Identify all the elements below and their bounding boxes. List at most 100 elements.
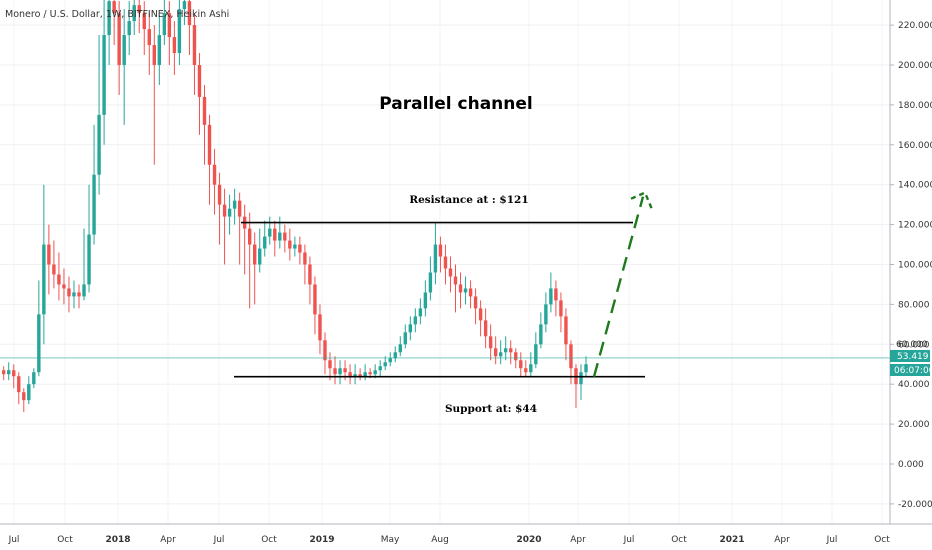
candle-body xyxy=(463,288,468,293)
candle-body xyxy=(212,164,217,185)
candle-body xyxy=(524,368,528,373)
last-price-badge xyxy=(890,350,930,362)
y-tick-label: 80.000 xyxy=(898,300,930,310)
candle-body xyxy=(202,96,207,125)
countdown-badge xyxy=(890,364,930,376)
candle-body xyxy=(152,45,156,65)
candle-body xyxy=(318,314,322,341)
candle-body xyxy=(478,308,483,321)
y-tick-label: 40.000 xyxy=(898,380,930,390)
candle-body xyxy=(22,392,26,401)
candle-body xyxy=(57,274,61,285)
chart-title: Parallel channel xyxy=(379,94,532,114)
candle-body xyxy=(338,368,342,375)
candle-body xyxy=(373,370,377,375)
candle-body xyxy=(298,244,302,253)
candle-body xyxy=(187,1,192,26)
x-tick-label: Jul xyxy=(213,535,225,545)
candle-body xyxy=(534,344,538,365)
candle-body xyxy=(579,372,583,385)
countdown-value: 06:07:00 xyxy=(894,366,932,376)
candle-body xyxy=(77,292,81,297)
candle-body xyxy=(247,228,252,245)
x-tick-label: Apr xyxy=(160,535,176,545)
candle-body xyxy=(539,324,543,345)
x-tick-label: Jul xyxy=(8,535,20,545)
candle-body xyxy=(142,13,146,30)
candle-body xyxy=(418,308,423,317)
candle-body xyxy=(52,264,56,275)
x-tick-label: Oct xyxy=(261,535,277,545)
candle-body xyxy=(72,292,76,297)
candle-body xyxy=(514,352,518,361)
candle-body xyxy=(127,21,131,36)
candle-body xyxy=(12,370,16,377)
x-tick-label: Aug xyxy=(431,535,449,545)
candle-body xyxy=(222,204,227,217)
candle-body xyxy=(488,336,493,349)
y-tick-label: 20.000 xyxy=(898,420,930,430)
candle-body xyxy=(197,65,202,97)
candle-body xyxy=(122,35,126,65)
candle-body xyxy=(278,232,282,241)
x-tick-label: May xyxy=(381,535,400,545)
candle-body xyxy=(468,288,473,297)
x-tick-label: Apr xyxy=(570,535,586,545)
y-tick-label: 120.000 xyxy=(898,221,932,231)
candle-body xyxy=(423,292,428,309)
projection-arrow xyxy=(592,196,645,378)
candle-body xyxy=(313,284,317,315)
candle-body xyxy=(473,296,478,309)
last-price-value: 53.419 xyxy=(897,352,929,362)
candle-body xyxy=(67,288,71,297)
candle-body xyxy=(529,364,533,373)
candle-body xyxy=(483,320,488,337)
candle-body xyxy=(348,372,352,377)
candle-body xyxy=(333,368,337,375)
candle-body xyxy=(393,352,397,359)
candle-body xyxy=(232,200,237,209)
y-tick-label: 160.000 xyxy=(898,141,932,151)
candle-body xyxy=(217,184,222,205)
y-tick-label: 0.000 xyxy=(898,460,924,470)
candle-body xyxy=(273,228,277,241)
candle-body xyxy=(343,368,347,373)
candle-body xyxy=(182,1,187,10)
candle-body xyxy=(398,344,402,353)
candle-body xyxy=(32,372,36,385)
candle-body xyxy=(493,348,498,357)
y-tick-label: 180.000 xyxy=(898,101,932,111)
x-tick-label: Oct xyxy=(671,535,687,545)
support-label: Support at: $44 xyxy=(445,403,537,415)
candle-body xyxy=(97,114,101,175)
candle-body xyxy=(458,284,463,293)
x-tick-label: Oct xyxy=(57,535,73,545)
candle-body xyxy=(403,332,407,345)
candle-body xyxy=(519,360,523,369)
x-tick-label: Oct xyxy=(874,535,890,545)
y-tick-label: 200.000 xyxy=(898,61,932,71)
x-tick-label: 2019 xyxy=(309,535,334,545)
candle-body xyxy=(258,248,262,265)
candle-body xyxy=(378,366,382,371)
candle-body xyxy=(172,37,177,54)
candle-body xyxy=(554,288,558,301)
candle-body xyxy=(102,35,106,115)
candle-body xyxy=(383,362,387,367)
candle-body xyxy=(544,304,548,325)
candle-body xyxy=(47,244,51,265)
x-tick-label: 2018 xyxy=(105,535,130,545)
candle-body xyxy=(7,370,11,375)
candle-body xyxy=(27,384,31,401)
candle-body xyxy=(388,358,392,363)
price-axis: 220.000 200.000 180.000 160.000 140.000 120.0… xyxy=(890,21,932,510)
candle-body xyxy=(303,252,307,265)
candle-body xyxy=(92,174,96,235)
x-tick-label: Jul xyxy=(826,535,838,545)
candle-body xyxy=(564,316,568,345)
candle-body xyxy=(42,244,46,315)
projection-arrow-head xyxy=(630,191,655,213)
y-tick-label: 220.000 xyxy=(898,21,932,31)
candle-body xyxy=(112,1,116,14)
